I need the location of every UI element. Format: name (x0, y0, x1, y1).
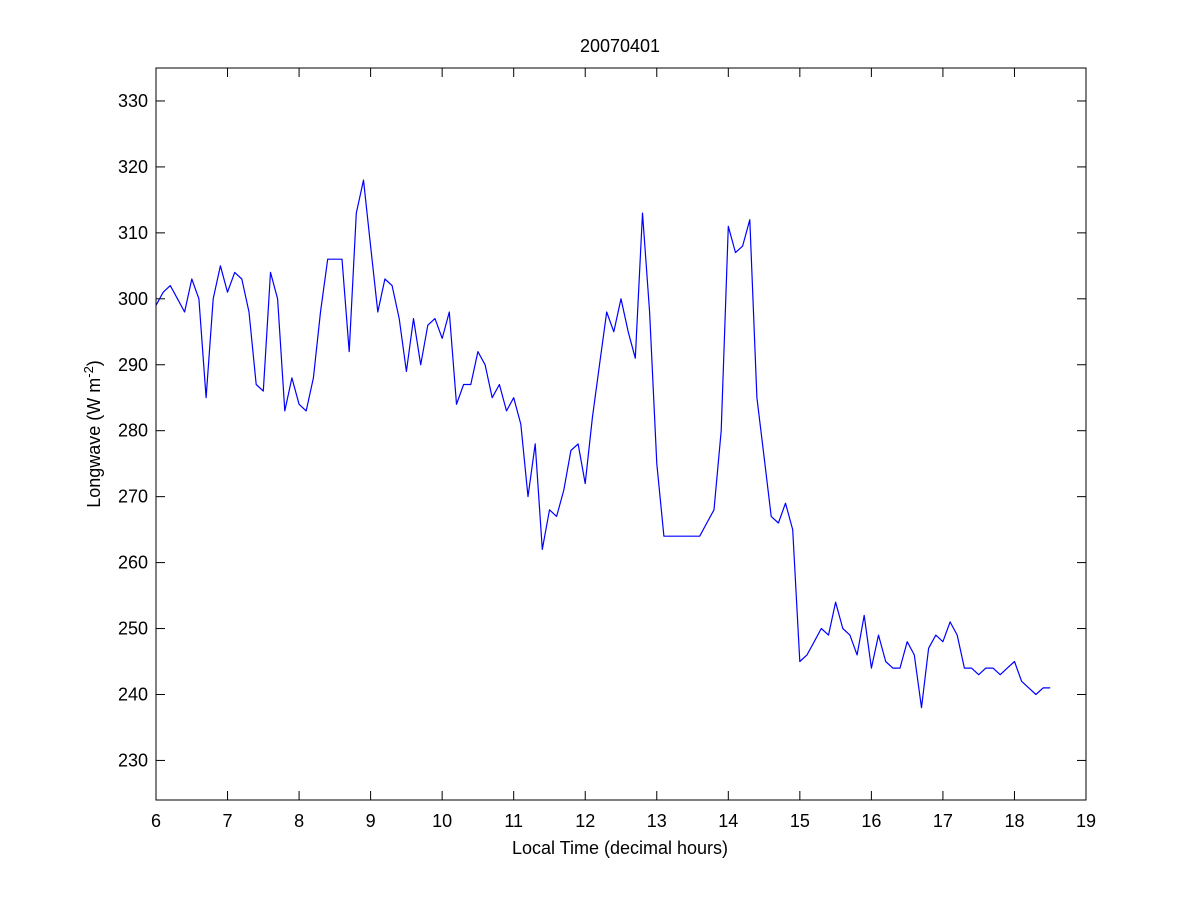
plot-area (156, 68, 1086, 800)
x-tick-label: 6 (151, 811, 161, 831)
x-tick-label: 12 (575, 811, 595, 831)
y-tick-label: 280 (118, 421, 148, 441)
chart-title: 20070401 (580, 36, 660, 56)
x-tick-label: 19 (1076, 811, 1096, 831)
y-tick-label: 250 (118, 619, 148, 639)
y-axis-label-main: Longwave (W m (84, 378, 104, 508)
y-axis-label-close: ) (84, 360, 104, 366)
y-tick-label: 270 (118, 487, 148, 507)
x-tick-label: 13 (647, 811, 667, 831)
y-tick-label: 240 (118, 684, 148, 704)
y-tick-label: 260 (118, 553, 148, 573)
x-axis-ticks (155, 68, 1087, 800)
x-tick-label: 7 (223, 811, 233, 831)
x-tick-label: 18 (1004, 811, 1024, 831)
x-tick-label: 10 (432, 811, 452, 831)
y-axis-ticks (156, 100, 1086, 761)
longwave-series-line (155, 179, 1051, 709)
y-tick-label: 330 (118, 91, 148, 111)
x-tick-label: 14 (718, 811, 738, 831)
x-tick-label: 8 (294, 811, 304, 831)
x-tick-label: 9 (366, 811, 376, 831)
y-axis-label-superscript: -2 (81, 366, 96, 378)
y-axis-tick-labels: 230 240 250 260 270 280 290 300 310 320 330 (118, 91, 148, 770)
x-tick-label: 11 (504, 811, 523, 831)
y-tick-label: 320 (118, 157, 148, 177)
y-tick-label: 310 (118, 223, 148, 243)
x-axis-tick-labels: 6 7 8 9 10 11 12 13 14 15 16 17 18 19 (151, 811, 1096, 831)
x-tick-label: 15 (790, 811, 810, 831)
y-tick-label: 290 (118, 355, 148, 375)
y-tick-label: 300 (118, 289, 148, 309)
x-tick-label: 16 (861, 811, 881, 831)
y-tick-label: 230 (118, 750, 148, 770)
x-tick-label: 17 (933, 811, 953, 831)
x-axis-label: Local Time (decimal hours) (512, 838, 728, 858)
plot-frame (155, 67, 1087, 801)
y-axis-label: Longwave (W m-2) (81, 360, 104, 508)
